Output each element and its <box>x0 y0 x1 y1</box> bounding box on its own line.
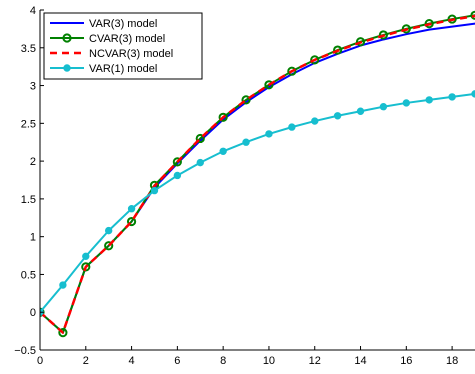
series-3-point <box>448 93 456 101</box>
y-tick-label: 1.5 <box>21 194 36 206</box>
series-1-point <box>355 37 366 47</box>
series-1-point <box>401 24 411 34</box>
series-3-point <box>59 281 67 289</box>
series-1-point <box>264 80 274 90</box>
x-tick-label: 2 <box>83 355 89 367</box>
series-1-point <box>58 328 68 338</box>
legend-marker-1 <box>62 33 72 43</box>
x-tick-label: 4 <box>129 355 135 367</box>
series-3-point <box>173 171 182 180</box>
legend-label-0: VAR(3) model <box>89 18 157 30</box>
plot-area <box>40 10 475 338</box>
legend-label-1: CVAR(3) model <box>89 33 165 45</box>
series-3-point <box>333 112 342 120</box>
y-tick-label: 4 <box>30 5 36 17</box>
legend-label-2: NCVAR(3) model <box>89 48 173 60</box>
series-1-point <box>378 30 389 40</box>
series-1-point <box>104 241 114 251</box>
series-1-point <box>195 133 205 144</box>
y-tick-label: 3.5 <box>21 43 36 55</box>
series-line-2 <box>40 14 475 334</box>
series-3-point <box>82 252 90 261</box>
y-tick-label: 2.5 <box>21 118 36 130</box>
y-tick-label: −0.5 <box>14 345 36 357</box>
series-3-point <box>196 158 204 167</box>
x-tick-label: 6 <box>174 355 180 367</box>
series-3-point <box>242 138 250 146</box>
series-3-point <box>402 99 411 107</box>
series-3-point <box>288 123 296 131</box>
y-tick-label: 2 <box>30 156 36 168</box>
series-1-point <box>424 19 434 29</box>
series-3-point <box>104 226 113 235</box>
y-tick-label: 0 <box>30 307 36 319</box>
y-tick-label: 0.5 <box>21 269 36 281</box>
series-1-point <box>310 55 320 65</box>
series-3-point <box>379 103 388 111</box>
series-3-point <box>150 186 159 195</box>
series-1-point <box>447 14 457 24</box>
x-tick-label: 18 <box>446 355 458 367</box>
x-tick-label: 0 <box>37 355 43 367</box>
series-1-point <box>333 45 343 55</box>
series-3-point <box>356 107 365 115</box>
x-tick-label: 12 <box>309 355 321 367</box>
x-tick-label: 8 <box>220 355 226 367</box>
series-1-point <box>241 95 251 105</box>
series-3-point <box>311 117 319 125</box>
legend-label-3: VAR(1) model <box>89 63 157 75</box>
legend: VAR(3) model CVAR(3) model NCVAR(3) model V… <box>43 12 203 80</box>
y-tick-label: 1 <box>30 232 36 244</box>
series-3-point <box>425 96 433 104</box>
series-3-point <box>219 147 227 155</box>
series-1-point <box>287 66 297 76</box>
x-tick-label: 16 <box>400 355 412 367</box>
series-1-point <box>126 216 137 227</box>
axes: 0 2 4 6 8 10 12 14 16 18−0.500.511.522.533.54 <box>14 5 475 367</box>
series-3-point <box>265 130 273 138</box>
series-1-point <box>218 112 228 122</box>
legend-marker-3 <box>63 64 71 72</box>
y-tick-label: 3 <box>30 81 36 93</box>
x-tick-label: 10 <box>263 355 275 367</box>
series-line-3 <box>40 92 475 313</box>
series-3-point <box>127 205 136 213</box>
x-tick-label: 14 <box>354 355 366 367</box>
series-1-point <box>172 157 182 167</box>
